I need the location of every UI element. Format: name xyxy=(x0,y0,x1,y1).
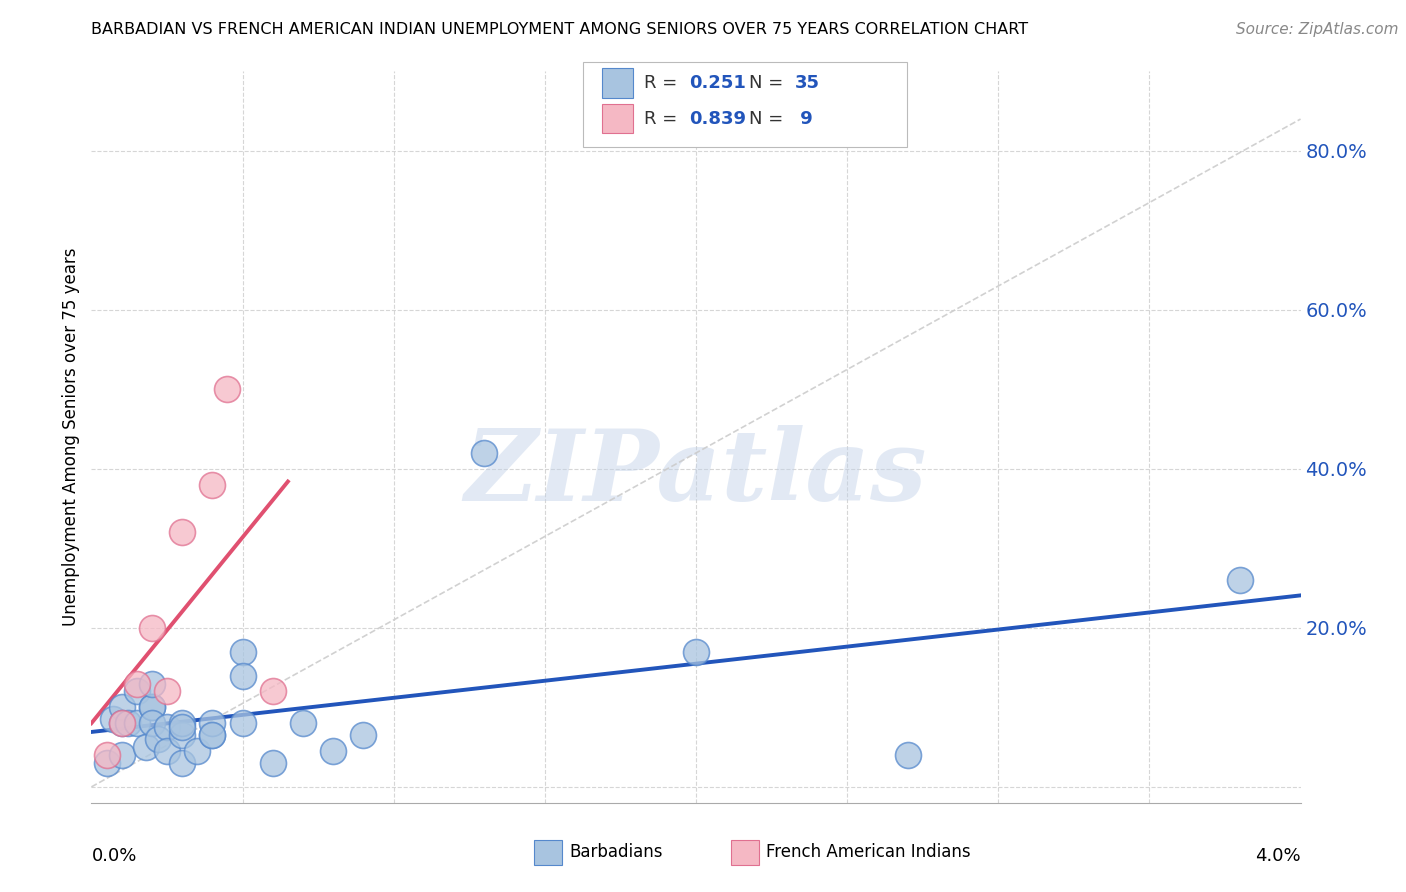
Y-axis label: Unemployment Among Seniors over 75 years: Unemployment Among Seniors over 75 years xyxy=(62,248,80,626)
Point xyxy=(201,728,224,742)
Point xyxy=(352,728,374,742)
Point xyxy=(186,744,208,758)
Text: 35: 35 xyxy=(794,74,820,92)
Point xyxy=(141,700,163,714)
Text: 0.839: 0.839 xyxy=(689,110,747,128)
Point xyxy=(156,684,179,698)
Point xyxy=(685,645,707,659)
Point xyxy=(172,756,194,770)
Point xyxy=(172,716,194,731)
Point xyxy=(135,740,157,755)
Text: ZIPatlas: ZIPatlas xyxy=(465,425,927,522)
Text: R =: R = xyxy=(644,74,683,92)
Point xyxy=(111,716,132,731)
Point xyxy=(111,716,132,731)
Text: R =: R = xyxy=(644,110,683,128)
Point xyxy=(117,716,139,731)
Point xyxy=(201,477,224,491)
Point xyxy=(141,716,163,731)
Text: N =: N = xyxy=(749,74,789,92)
Point xyxy=(472,446,495,460)
Point xyxy=(141,676,163,690)
Point xyxy=(262,684,284,698)
Point xyxy=(897,748,920,763)
Point xyxy=(231,668,253,682)
Point xyxy=(125,684,148,698)
Point xyxy=(201,728,224,742)
Point xyxy=(96,756,118,770)
Text: BARBADIAN VS FRENCH AMERICAN INDIAN UNEMPLOYMENT AMONG SENIORS OVER 75 YEARS COR: BARBADIAN VS FRENCH AMERICAN INDIAN UNEM… xyxy=(91,22,1029,37)
Text: French American Indians: French American Indians xyxy=(766,843,972,861)
Point xyxy=(96,748,118,763)
Text: 4.0%: 4.0% xyxy=(1256,847,1301,864)
Point xyxy=(141,621,163,635)
Point xyxy=(231,645,253,659)
Point xyxy=(262,756,284,770)
Text: 9: 9 xyxy=(794,110,813,128)
Point xyxy=(201,716,224,731)
Point xyxy=(292,716,315,731)
Text: Source: ZipAtlas.com: Source: ZipAtlas.com xyxy=(1236,22,1399,37)
Point xyxy=(156,744,179,758)
Point xyxy=(172,728,194,742)
Point xyxy=(125,716,148,731)
Text: N =: N = xyxy=(749,110,789,128)
Point xyxy=(172,720,194,734)
Text: 0.0%: 0.0% xyxy=(91,847,136,864)
Point xyxy=(101,712,124,726)
Point xyxy=(172,525,194,540)
Point xyxy=(217,383,239,397)
Text: 0.251: 0.251 xyxy=(689,74,745,92)
Point xyxy=(111,700,132,714)
Point xyxy=(111,748,132,763)
Point xyxy=(322,744,344,758)
Point xyxy=(141,700,163,714)
Point xyxy=(125,676,148,690)
Point xyxy=(1229,573,1251,587)
Point xyxy=(156,720,179,734)
Point xyxy=(146,732,169,747)
Text: Barbadians: Barbadians xyxy=(569,843,664,861)
Point xyxy=(231,716,253,731)
